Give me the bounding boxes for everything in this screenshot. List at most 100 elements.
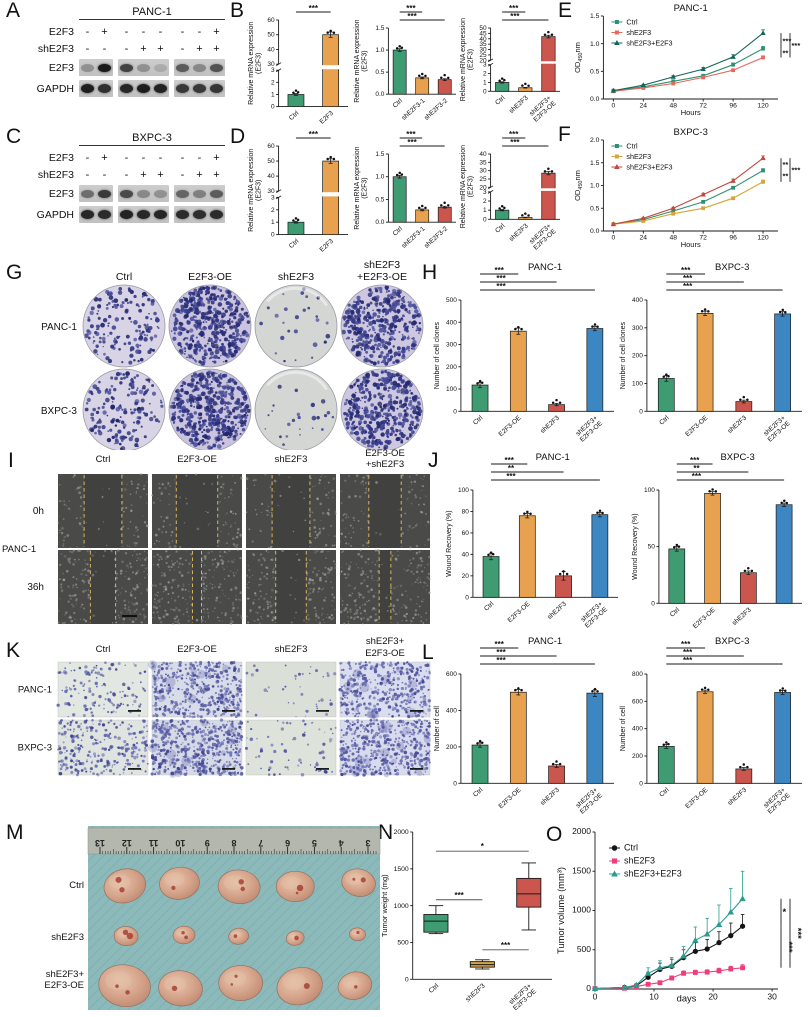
tumor xyxy=(103,868,146,904)
svg-text:***: *** xyxy=(506,472,516,481)
condition-sign: - xyxy=(158,151,163,164)
svg-text:0.0: 0.0 xyxy=(590,228,600,235)
svg-text:***: *** xyxy=(496,282,506,291)
tumor xyxy=(341,868,376,897)
svg-text:E2F3-OE: E2F3-OE xyxy=(365,448,405,459)
svg-text:24: 24 xyxy=(640,103,648,110)
svg-text:0.0: 0.0 xyxy=(590,96,600,103)
svg-text:shE2F3: shE2F3 xyxy=(275,454,308,465)
colony-dish xyxy=(254,368,338,450)
svg-text:E2F3-OE: E2F3-OE xyxy=(507,600,533,624)
svg-text:(E2F3): (E2F3) xyxy=(468,176,475,197)
tumor xyxy=(172,925,196,945)
chart-cck8-panc1: 0.0 0.5 1.0 1.5 0 24 48 72 96 120 Hours OD450nm PANC… xyxy=(573,3,800,117)
svg-text:3: 3 xyxy=(483,62,487,69)
svg-text:OD450nm: OD450nm xyxy=(573,42,584,73)
condition-sign: - xyxy=(124,168,129,181)
svg-text:**: ** xyxy=(783,49,789,58)
svg-text:shE2F3+: shE2F3+ xyxy=(366,636,405,647)
chart-wound-bxpc3: 0 50 100 Wound Recovery (%) BXPC-3 Ctrl E2F3-O… xyxy=(632,452,802,630)
svg-text:***: *** xyxy=(496,274,506,283)
condition-sign: - xyxy=(124,25,129,38)
svg-text:shE2F3: shE2F3 xyxy=(731,606,753,627)
svg-text:shE2F3: shE2F3 xyxy=(546,600,568,621)
svg-text:1.0: 1.0 xyxy=(590,41,600,48)
condition-sign: + xyxy=(196,168,203,181)
svg-text:0.5: 0.5 xyxy=(375,196,384,203)
svg-text:0h: 0h xyxy=(33,506,44,517)
svg-text:1: 1 xyxy=(271,91,275,98)
transwell-image xyxy=(338,661,432,720)
svg-text:(E2F3): (E2F3) xyxy=(256,53,263,74)
wound-image xyxy=(245,473,338,549)
condition-sign: - xyxy=(141,151,146,164)
svg-text:***: *** xyxy=(683,274,693,283)
svg-text:BXPC-3: BXPC-3 xyxy=(674,127,708,138)
panel-letter-k: K xyxy=(6,639,21,662)
svg-text:(E2F3): (E2F3) xyxy=(362,177,369,198)
transwell-images: Ctrl E2F3-OE shE2F3shE2F3+E2F3-OEPANC-1BXP… xyxy=(18,636,432,778)
svg-text:2: 2 xyxy=(271,207,275,214)
svg-text:**: ** xyxy=(693,464,700,473)
svg-text:shE2F3-1: shE2F3-1 xyxy=(401,97,427,122)
condition-sign: - xyxy=(141,25,146,38)
svg-text:***: *** xyxy=(692,472,702,481)
svg-text:1.5: 1.5 xyxy=(590,160,600,167)
svg-text:shE2F3: shE2F3 xyxy=(364,259,400,271)
svg-text:80: 80 xyxy=(462,508,470,515)
svg-text:E2F3-OE: E2F3-OE xyxy=(498,414,524,438)
svg-text:PANC-1: PANC-1 xyxy=(528,262,562,273)
svg-text:***: *** xyxy=(510,138,520,147)
svg-text:72: 72 xyxy=(699,103,707,110)
svg-text:100: 100 xyxy=(644,487,655,494)
panel-letter-d: D xyxy=(230,125,246,148)
condition-sign: - xyxy=(158,25,163,38)
svg-text:50: 50 xyxy=(267,158,275,165)
panel-letter-n: N xyxy=(378,821,394,844)
svg-text:(E2F3): (E2F3) xyxy=(256,180,263,201)
svg-text:***: *** xyxy=(407,12,417,21)
svg-text:***: *** xyxy=(495,266,505,275)
svg-text:shE2F3-2: shE2F3-2 xyxy=(423,97,449,122)
condition-sign: - xyxy=(85,151,90,164)
svg-text:BXPC-3: BXPC-3 xyxy=(715,262,749,273)
svg-text:1.0: 1.0 xyxy=(375,174,384,181)
svg-text:0: 0 xyxy=(639,408,643,415)
svg-text:0.5: 0.5 xyxy=(590,69,600,76)
svg-text:***: *** xyxy=(309,4,319,13)
svg-text:120: 120 xyxy=(757,103,769,110)
condition-sign: + xyxy=(213,42,220,55)
wound-image xyxy=(151,473,243,549)
svg-text:E2F3: E2F3 xyxy=(319,110,336,126)
svg-text:Ctrl: Ctrl xyxy=(288,110,301,122)
svg-text:BXPC-3: BXPC-3 xyxy=(720,452,754,463)
svg-text:shE2F3: shE2F3 xyxy=(508,222,530,243)
svg-text:***: *** xyxy=(509,130,519,139)
wound-image xyxy=(339,473,430,549)
svg-text:OD450nm: OD450nm xyxy=(573,170,584,201)
svg-text:(E2F3): (E2F3) xyxy=(362,50,369,71)
svg-text:120: 120 xyxy=(757,235,769,242)
western-blot-bxpc3: BXPC-3 E2F3- + - - - - - + shE2F3- - - + + - + + E2F3 GAPD… xyxy=(22,132,234,225)
blot-band-row: GAPDH xyxy=(22,204,234,225)
tumor xyxy=(228,927,249,945)
chart-mrna-e2f3-oe-bxpc3: 0 1 2 330 40 50 60 Relative mRNA expression (E2F… xyxy=(248,130,348,254)
svg-text:E2F3-OE: E2F3-OE xyxy=(177,644,217,655)
blot-band-row: E2F3 xyxy=(22,183,234,204)
panel-letter-e: E xyxy=(558,0,573,22)
svg-text:60: 60 xyxy=(267,17,275,24)
svg-text:+shE2F3: +shE2F3 xyxy=(366,459,404,470)
svg-text:0: 0 xyxy=(271,232,275,239)
svg-text:50: 50 xyxy=(479,25,487,32)
svg-text:35: 35 xyxy=(479,41,487,48)
svg-text:0.5: 0.5 xyxy=(590,205,600,212)
svg-text:(E2F3): (E2F3) xyxy=(468,49,475,70)
svg-text:2: 2 xyxy=(483,71,487,78)
svg-text:Ctrl: Ctrl xyxy=(472,414,485,426)
svg-text:Relative mRNA expression: Relative mRNA expression xyxy=(354,19,361,102)
svg-text:60: 60 xyxy=(462,530,470,537)
svg-text:shE2F3-2: shE2F3-2 xyxy=(423,225,449,250)
